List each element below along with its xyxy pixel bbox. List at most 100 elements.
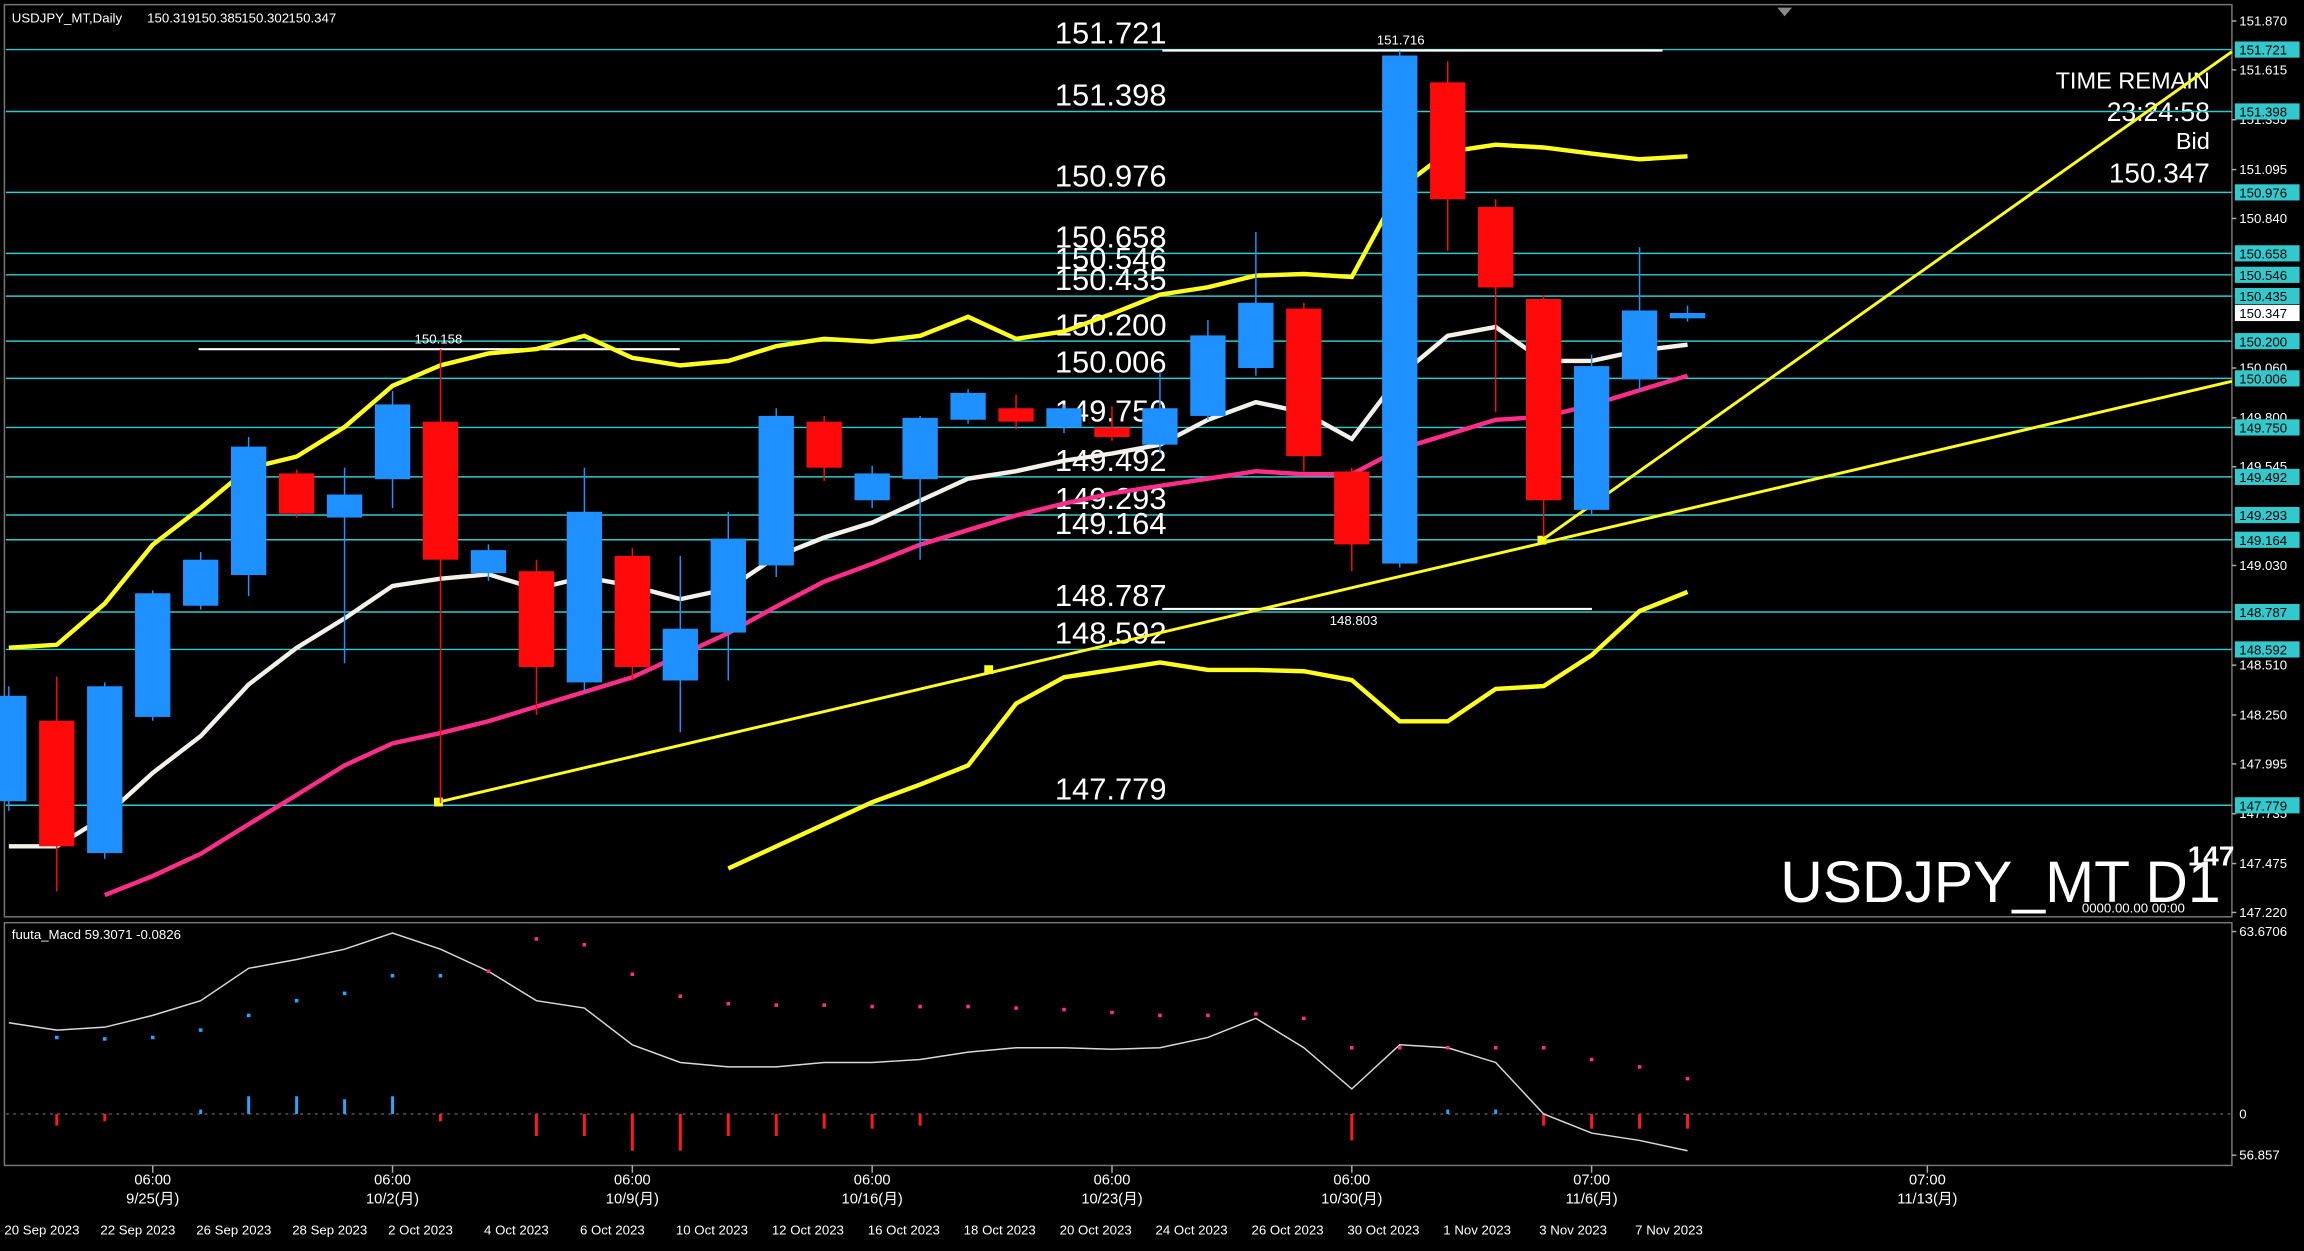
candle-body <box>1382 55 1418 564</box>
week-date: 10/16(月) <box>842 1192 903 1208</box>
signal-dot <box>1445 1046 1450 1050</box>
level-tag-label: 149.492 <box>2239 470 2287 485</box>
candle-body <box>1046 408 1082 428</box>
candle-body <box>998 408 1034 422</box>
trend-anchor <box>984 665 994 675</box>
x-tick-label: 1 Nov 2023 <box>1443 1223 1511 1238</box>
level-tag <box>2234 288 2300 305</box>
x-tick-label: 26 Sep 2023 <box>196 1223 271 1238</box>
candle-body <box>1525 298 1562 501</box>
level-tag-label: 151.721 <box>2239 43 2287 58</box>
histogram-bar <box>247 1096 251 1114</box>
x-tick-label: 20 Sep 2023 <box>4 1223 79 1238</box>
level-tag <box>2234 468 2300 485</box>
candle-body <box>710 538 746 633</box>
reference-label: 151.716 <box>1377 33 1425 48</box>
level-tag <box>2234 103 2300 120</box>
signal-dot <box>870 1004 874 1009</box>
histogram-bar <box>1686 1113 1690 1129</box>
signal-dot <box>1158 1013 1162 1018</box>
histogram-bar <box>726 1113 730 1137</box>
candle-body <box>374 404 411 480</box>
signal-dot <box>1014 1006 1018 1010</box>
x-tick-label: 2 Oct 2023 <box>388 1223 453 1238</box>
scroll-marker <box>1777 7 1792 17</box>
y-tick-label: 151.095 <box>2239 162 2287 177</box>
histogram-bar <box>822 1113 826 1129</box>
week-time: 06:00 <box>1333 1173 1370 1189</box>
level-tag-label: 151.398 <box>2239 105 2287 120</box>
x-tick-label: 24 Oct 2023 <box>1156 1223 1228 1238</box>
signal-dot <box>822 1003 826 1007</box>
signal-dot <box>390 973 395 978</box>
signal-dot <box>55 1035 59 1040</box>
x-tick-label: 12 Oct 2023 <box>772 1223 844 1238</box>
level-label: 151.398 <box>1055 78 1167 113</box>
level-tag <box>2234 603 2300 621</box>
histogram-bar <box>678 1113 682 1151</box>
y-tick-label: 147.995 <box>2239 756 2287 771</box>
y-tick-label: 150.840 <box>2239 211 2287 226</box>
level-label: 149.164 <box>1055 506 1167 541</box>
signal-dot <box>1589 1057 1594 1062</box>
x-tick-label: 26 Oct 2023 <box>1251 1223 1323 1238</box>
candle-body <box>662 628 698 681</box>
level-label: 147.779 <box>1055 771 1167 806</box>
histogram-bar <box>439 1113 442 1122</box>
histogram-bar <box>199 1109 203 1114</box>
header-open: 150.319 <box>147 10 195 25</box>
candle-body <box>950 392 986 420</box>
level-tag <box>2234 184 2300 201</box>
signal-dot <box>1302 1016 1306 1021</box>
header-high: 150.385 <box>194 10 242 25</box>
histogram-bar <box>1542 1113 1546 1126</box>
signal-dot <box>918 1004 922 1009</box>
y-tick-label: 148.250 <box>2239 707 2287 722</box>
indicator-panel <box>3 921 2233 1167</box>
week-date: 10/9(月) <box>606 1192 659 1208</box>
macd-line <box>8 932 1688 1152</box>
level-tag <box>2234 370 2300 387</box>
candle-body <box>566 511 603 683</box>
level-tag <box>2234 266 2300 283</box>
candle-body <box>1094 427 1130 438</box>
signal-dot <box>534 937 539 941</box>
histogram-bar <box>870 1113 874 1129</box>
candle-body <box>0 695 27 802</box>
week-time: 07:00 <box>1573 1173 1610 1189</box>
signal-dot <box>438 973 443 978</box>
signal-dot <box>1685 1076 1690 1081</box>
candle-body <box>422 421 459 560</box>
trend-lines <box>434 50 2233 807</box>
candle-body <box>470 550 507 574</box>
level-label: 150.006 <box>1055 344 1167 379</box>
histogram-bar <box>391 1096 395 1114</box>
signal-dot <box>966 1004 970 1009</box>
candle-body <box>1238 302 1274 368</box>
level-tag-label: 150.658 <box>2239 246 2287 261</box>
signal-dot <box>246 1013 251 1018</box>
histogram-bar <box>1494 1109 1498 1114</box>
level-tag <box>2234 641 2300 658</box>
level-tag <box>2234 797 2300 814</box>
x-tick-label: 4 Oct 2023 <box>484 1223 549 1238</box>
y-tick-label: 148.510 <box>2239 658 2287 673</box>
level-label: 150.658 <box>1055 219 1167 254</box>
candle-body <box>902 417 938 480</box>
signal-dot <box>1062 1007 1066 1012</box>
candle-body <box>1286 308 1322 457</box>
level-label: 150.546 <box>1055 241 1167 276</box>
candle-body <box>614 555 651 668</box>
x-tick-label: 20 Oct 2023 <box>1060 1223 1132 1238</box>
signal-dot <box>342 991 347 996</box>
level-label: 148.787 <box>1055 578 1167 613</box>
candle-body <box>1334 471 1370 545</box>
signal-dot <box>1637 1065 1642 1069</box>
y-tick-label: 147.220 <box>2239 905 2287 920</box>
week-time: 06:00 <box>134 1173 171 1189</box>
week-date: 11/6(月) <box>1566 1192 1618 1208</box>
header-low: 150.302 <box>241 10 289 25</box>
week-time: 06:00 <box>1094 1173 1131 1189</box>
week-date: 10/2(月) <box>366 1192 419 1208</box>
